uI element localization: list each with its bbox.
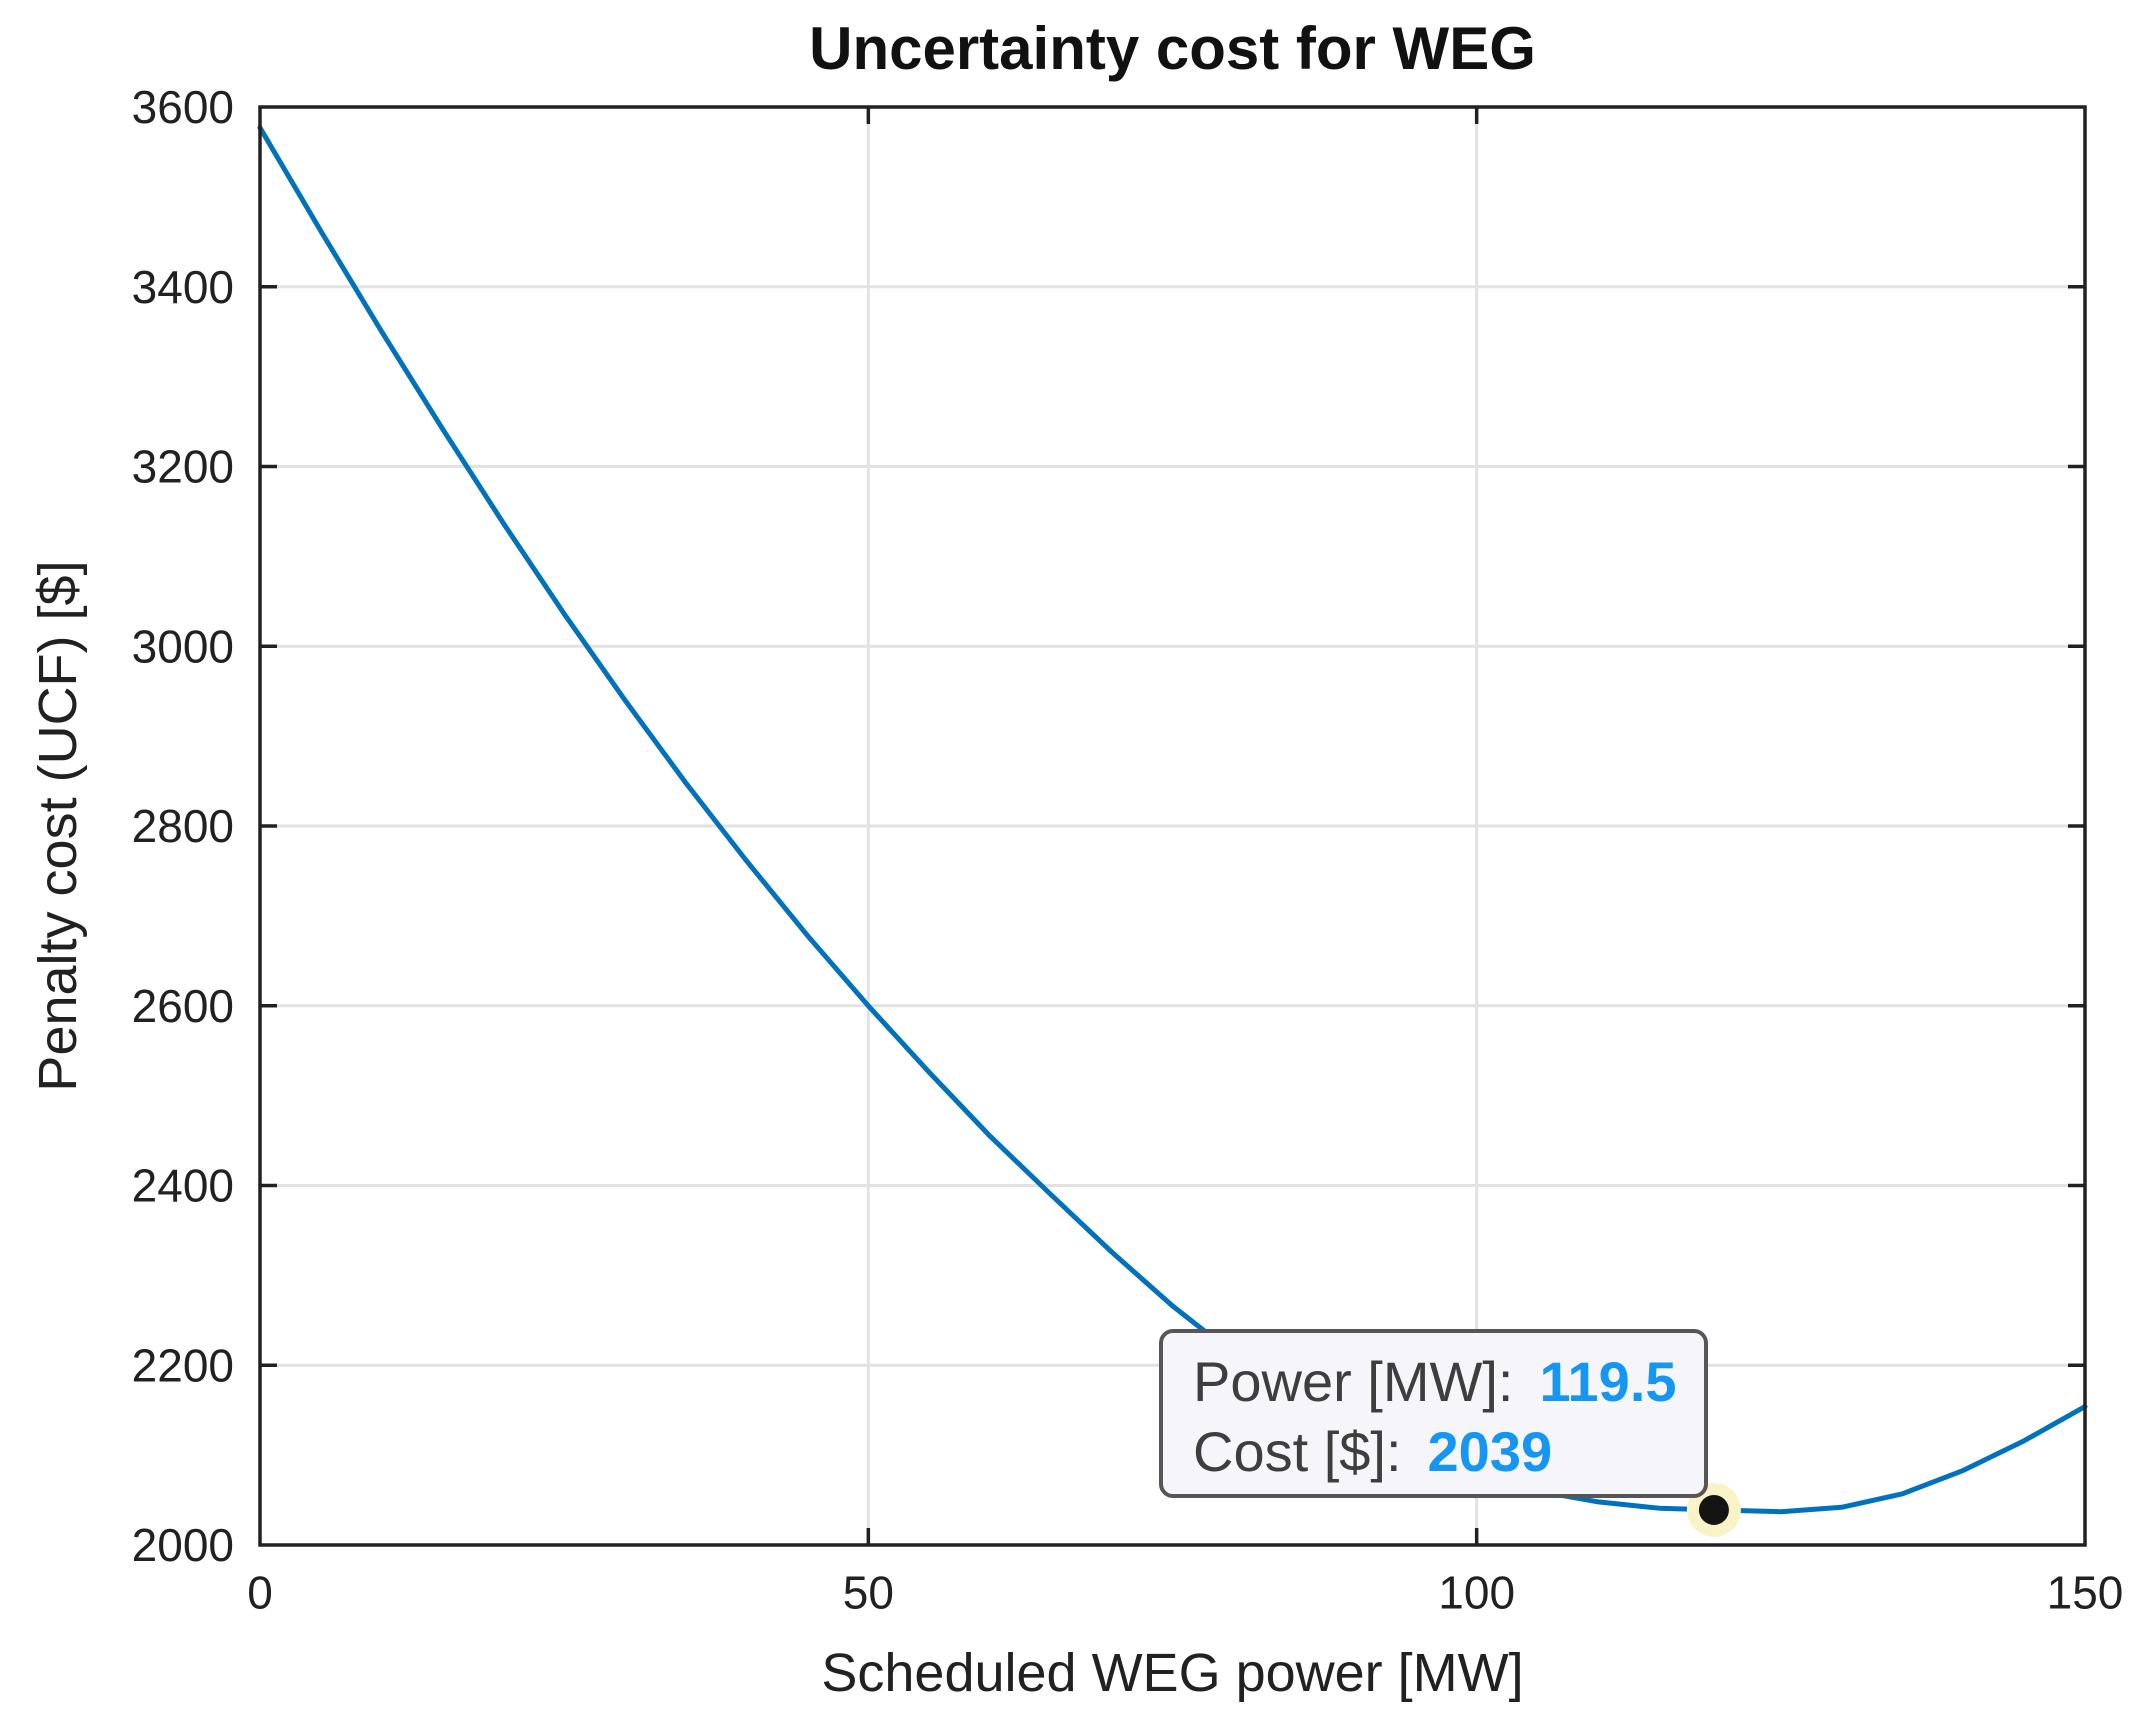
x-tick-label: 100 <box>1438 1567 1515 1619</box>
grid-layer <box>260 107 2085 1545</box>
x-tick-label: 150 <box>2047 1567 2124 1619</box>
datatip[interactable]: Power [MW]: 119.5 Cost [$]: 2039 <box>1159 1329 1708 1498</box>
x-tick-label: 0 <box>247 1567 273 1619</box>
y-tick-label: 2600 <box>132 980 234 1032</box>
y-tick-label: 3600 <box>132 81 234 133</box>
y-tick-label: 3400 <box>132 261 234 313</box>
y-tick-label: 2000 <box>132 1519 234 1571</box>
datatip-row-cost: Cost [$]: 2039 <box>1193 1417 1704 1487</box>
chart-title: Uncertainty cost for WEG <box>809 15 1536 82</box>
x-tick-label: 50 <box>843 1567 894 1619</box>
y-tick-label: 2800 <box>132 800 234 852</box>
series-layer <box>257 125 2088 1515</box>
axes-layer <box>258 105 2087 1547</box>
y-tick-label: 3200 <box>132 441 234 493</box>
datatip-row-power: Power [MW]: 119.5 <box>1193 1347 1704 1417</box>
y-tick-label: 2400 <box>132 1160 234 1212</box>
datatip-cost-value: 2039 <box>1427 1420 1553 1483</box>
ucf-curve[interactable] <box>257 125 2088 1515</box>
datatip-power-label: Power [MW]: <box>1193 1350 1514 1413</box>
y-axis-label: Penalty cost (UCF) [$] <box>28 560 88 1092</box>
datatip-power-value: 119.5 <box>1539 1350 1677 1413</box>
y-tick-label: 3000 <box>132 620 234 672</box>
y-tick-label: 2200 <box>132 1339 234 1391</box>
x-axis-label: Scheduled WEG power [MW] <box>821 1643 1524 1703</box>
marker-dot[interactable] <box>1698 1494 1729 1525</box>
datatip-cost-label: Cost [$]: <box>1193 1420 1402 1483</box>
tick-label-layer: 0 50 100 150 2000 2200 2400 2600 2800 3000 3200 340… <box>132 81 2124 1619</box>
